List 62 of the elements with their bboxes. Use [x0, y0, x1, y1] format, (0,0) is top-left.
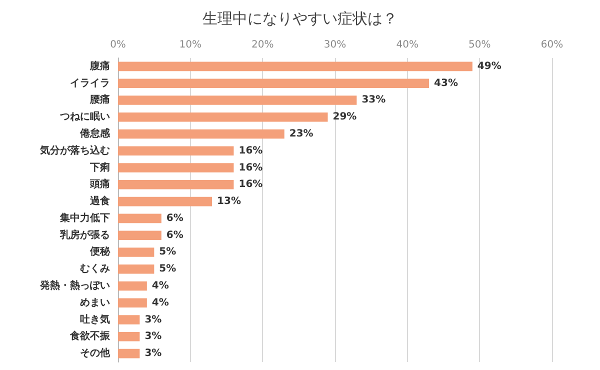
- y-tick-label: 腹痛: [89, 60, 110, 72]
- y-tick-label: 気分が落ち込む: [39, 144, 110, 156]
- data-label: 5%: [159, 264, 176, 275]
- y-tick-label: 食欲不振: [69, 330, 111, 342]
- x-tick-label: 50%: [468, 40, 491, 50]
- y-tick-label: 頭痛: [89, 178, 110, 190]
- y-tick-label: イライラ: [70, 78, 110, 89]
- bar: [118, 62, 472, 72]
- y-tick-label: 便秘: [89, 246, 111, 258]
- bar: [118, 129, 284, 139]
- data-label: 43%: [434, 78, 458, 89]
- data-label: 3%: [144, 331, 162, 342]
- y-tick-label: 下痢: [89, 161, 110, 174]
- data-label: 23%: [289, 128, 314, 140]
- data-label: 33%: [362, 94, 386, 106]
- bar: [118, 196, 212, 206]
- y-tick-label: つねに眠い: [59, 110, 110, 123]
- bar: [118, 315, 140, 324]
- x-tick-label: 40%: [396, 40, 418, 50]
- bar: [118, 214, 162, 224]
- chart-title: 生理中になりやすい症状は？: [202, 10, 398, 28]
- data-label: 6%: [166, 212, 184, 224]
- data-label: 5%: [159, 246, 176, 258]
- x-tick-label: 30%: [324, 40, 346, 50]
- data-label: 4%: [152, 280, 169, 292]
- data-label: 16%: [238, 179, 263, 190]
- y-tick-label: 乳房が張る: [59, 228, 110, 241]
- bar: [118, 264, 154, 274]
- x-tick-label: 0%: [110, 40, 126, 50]
- y-tick-label: 発熱・熱っぽい: [39, 280, 110, 292]
- data-label: 6%: [166, 230, 184, 241]
- bar: [118, 332, 140, 342]
- bar: [118, 230, 162, 240]
- y-tick-label: その他: [80, 347, 111, 360]
- data-label: 4%: [152, 297, 169, 308]
- bar: [118, 78, 430, 88]
- x-tick-label: 60%: [540, 40, 564, 50]
- bar: [118, 163, 234, 172]
- data-label: 3%: [144, 348, 162, 360]
- data-label: 16%: [238, 162, 263, 174]
- bar: [118, 180, 234, 190]
- x-tick-label: 10%: [179, 40, 202, 50]
- bar: [118, 96, 357, 105]
- data-label: 29%: [332, 112, 357, 123]
- bar: [118, 298, 147, 308]
- y-tick-label: めまい: [80, 297, 110, 308]
- x-tick-label: 20%: [252, 40, 274, 50]
- y-tick-label: 吐き気: [80, 313, 110, 326]
- y-tick-label: 腰痛: [89, 94, 110, 106]
- bar: [118, 146, 234, 156]
- y-tick-label: 倦怠感: [79, 128, 111, 140]
- y-tick-label: 過食: [89, 195, 110, 208]
- bar: [118, 348, 140, 358]
- data-label: 13%: [217, 196, 241, 208]
- data-label: 3%: [144, 314, 162, 326]
- bar: [118, 248, 154, 257]
- data-label: 16%: [238, 145, 263, 156]
- y-tick-label: むくみ: [80, 264, 110, 275]
- bar: [118, 112, 328, 122]
- bar: [118, 281, 147, 291]
- data-label: 49%: [477, 60, 502, 72]
- y-tick-label: 集中力低下: [59, 212, 110, 224]
